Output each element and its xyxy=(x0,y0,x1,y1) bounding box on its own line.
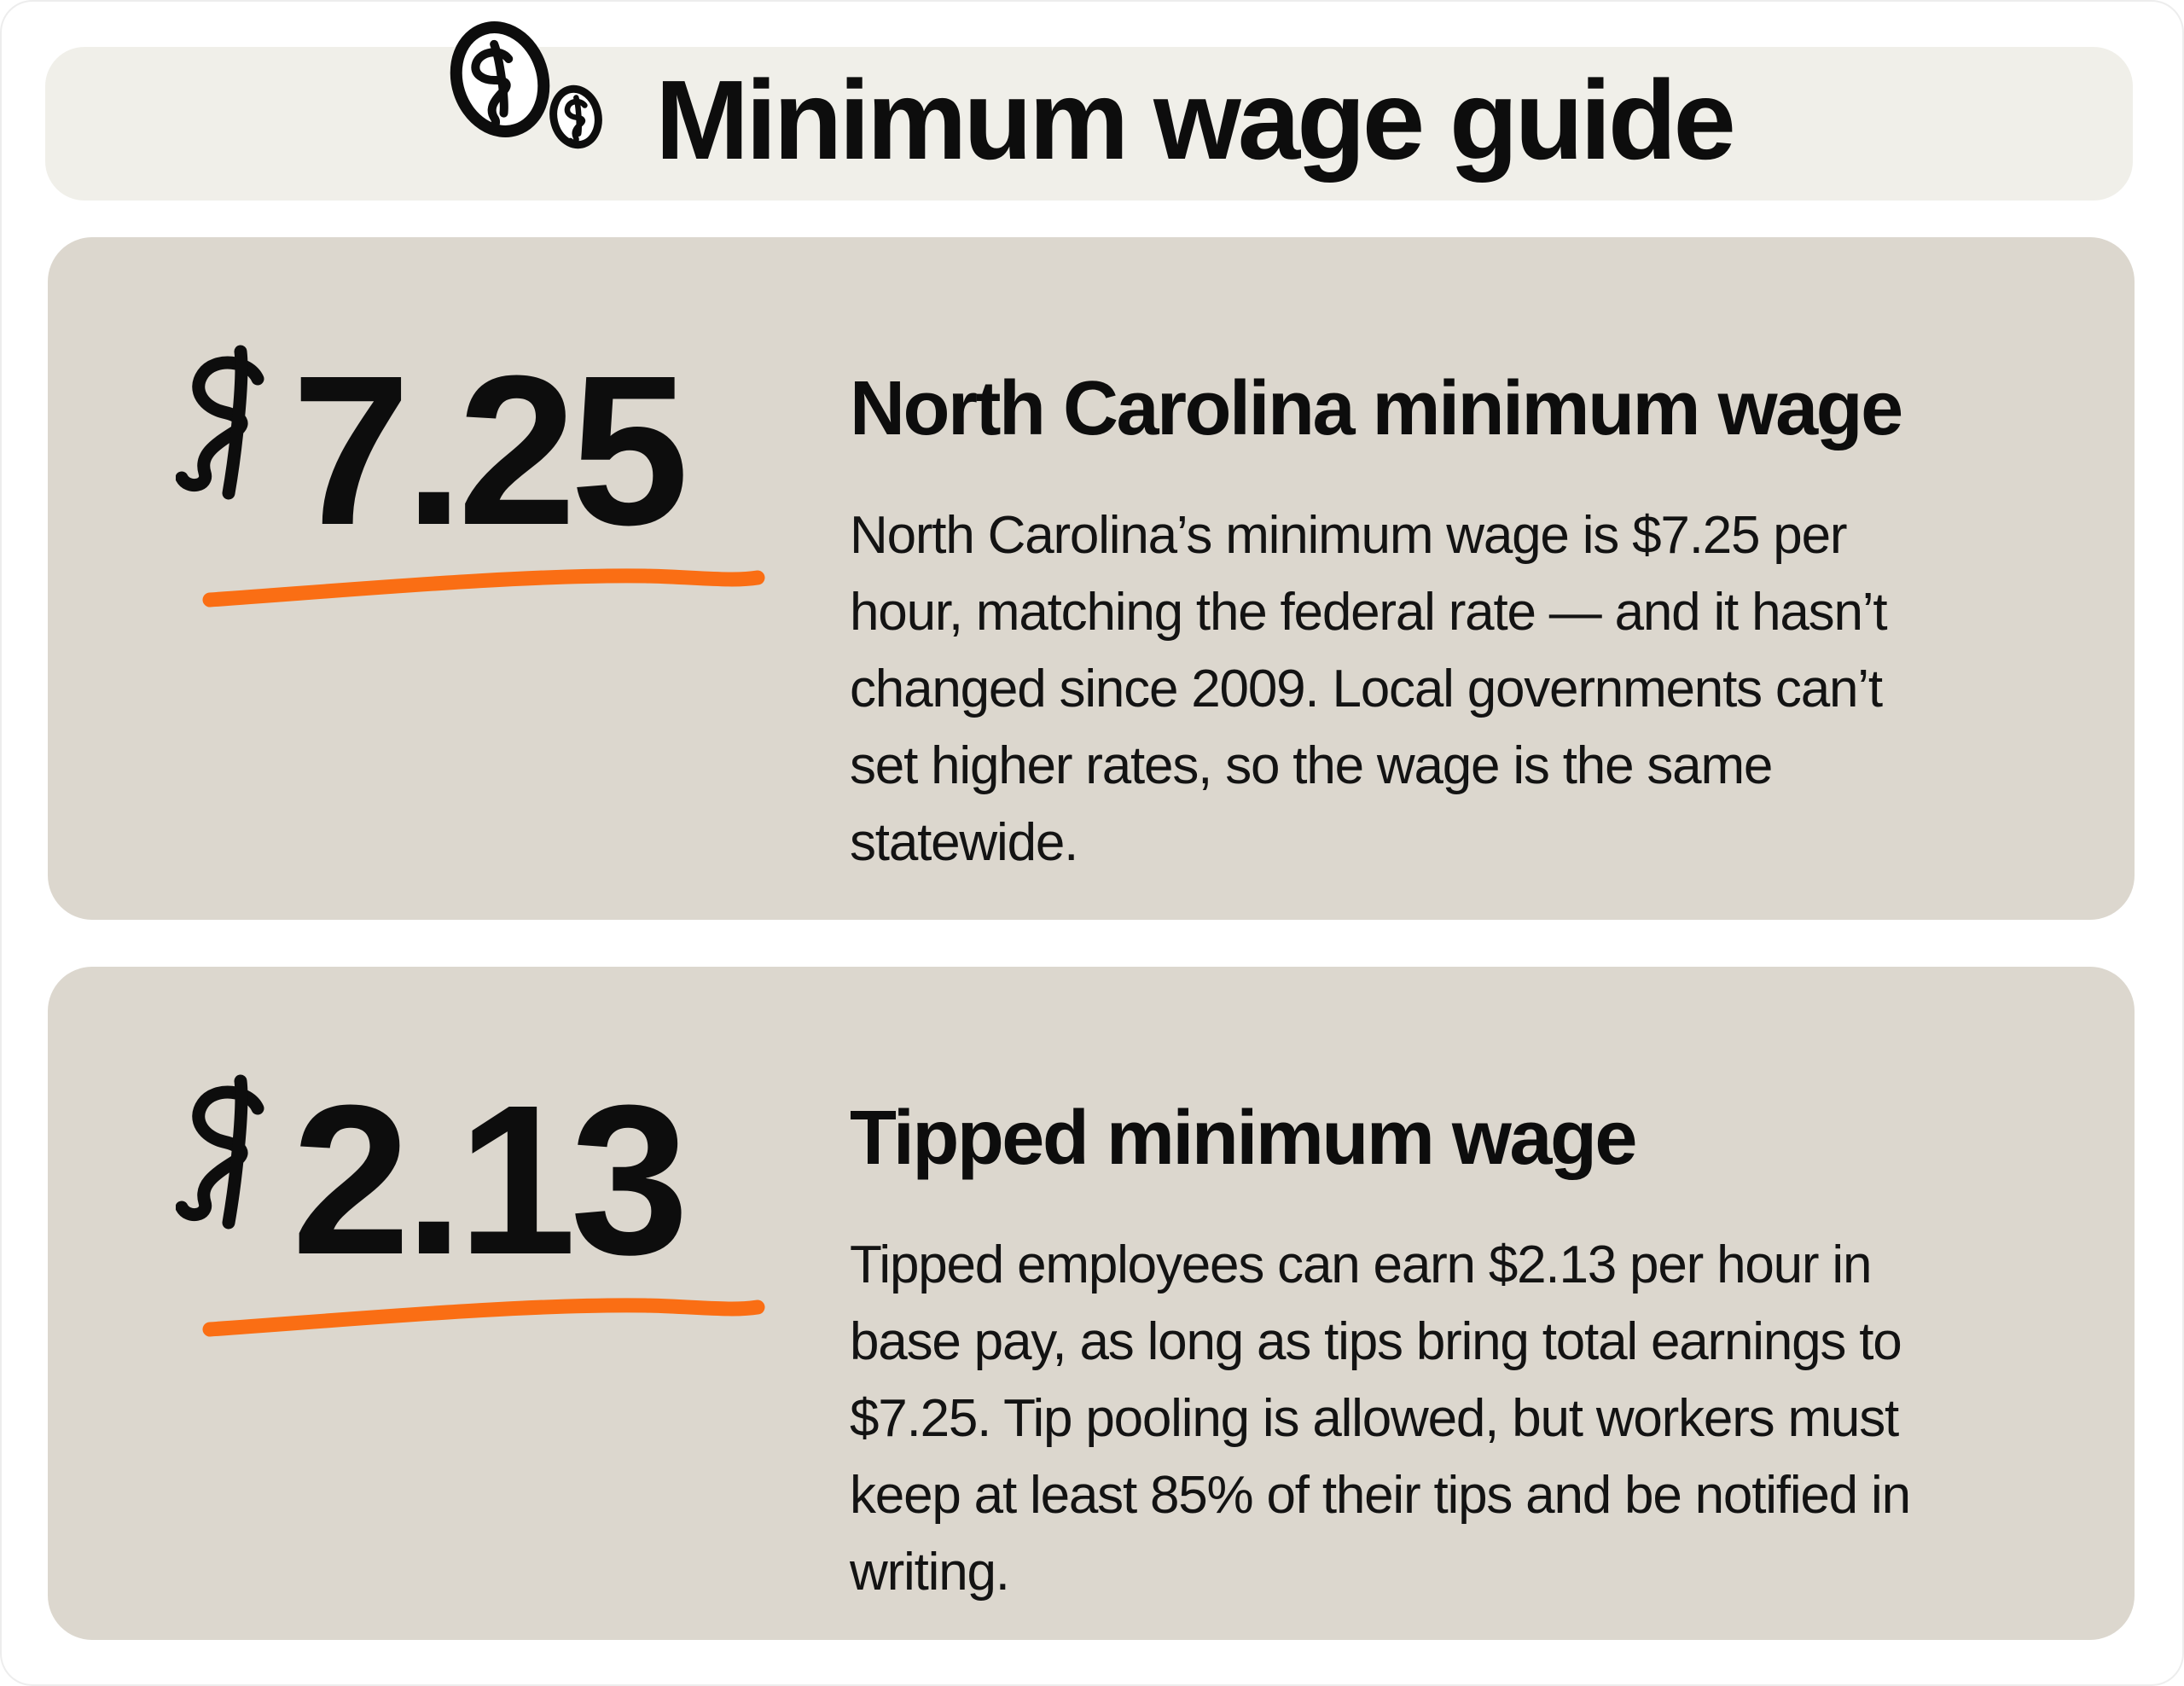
header-bar: Minimum wage guide xyxy=(45,21,2133,201)
amount: 2.13 xyxy=(176,1073,850,1288)
amount-value: 2.13 xyxy=(292,1061,689,1299)
hand-drawn-underline xyxy=(202,1298,765,1337)
coins-icon-graphic xyxy=(450,21,602,149)
coins-icon xyxy=(445,21,618,183)
amount-block: 7.25 xyxy=(176,237,850,920)
dollar-sign-icon xyxy=(176,1074,264,1230)
amount-block: 2.13 xyxy=(176,967,850,1640)
card-text: North Carolina minimum wage North Caroli… xyxy=(850,237,1903,920)
amount: 7.25 xyxy=(176,344,850,559)
card-heading: North Carolina minimum wage xyxy=(850,366,1903,451)
card-body: North Carolina’s minimum wage is $7.25 p… xyxy=(850,506,1888,872)
tipped-wage-card: 2.13 Tipped minimum wage Tipped employee… xyxy=(48,967,2135,1640)
amount-value: 7.25 xyxy=(292,331,689,569)
dollar-sign-icon xyxy=(176,345,264,500)
page-title: Minimum wage guide xyxy=(655,56,1736,183)
minimum-wage-card: 7.25 North Carolina minimum wage North C… xyxy=(48,237,2135,920)
card-heading: Tipped minimum wage xyxy=(850,1096,1637,1181)
card-text: Tipped minimum wage Tipped employees can… xyxy=(850,967,1911,1640)
hand-drawn-underline xyxy=(202,568,765,608)
card-body: Tipped employees can earn $2.13 per hour… xyxy=(850,1235,1911,1602)
